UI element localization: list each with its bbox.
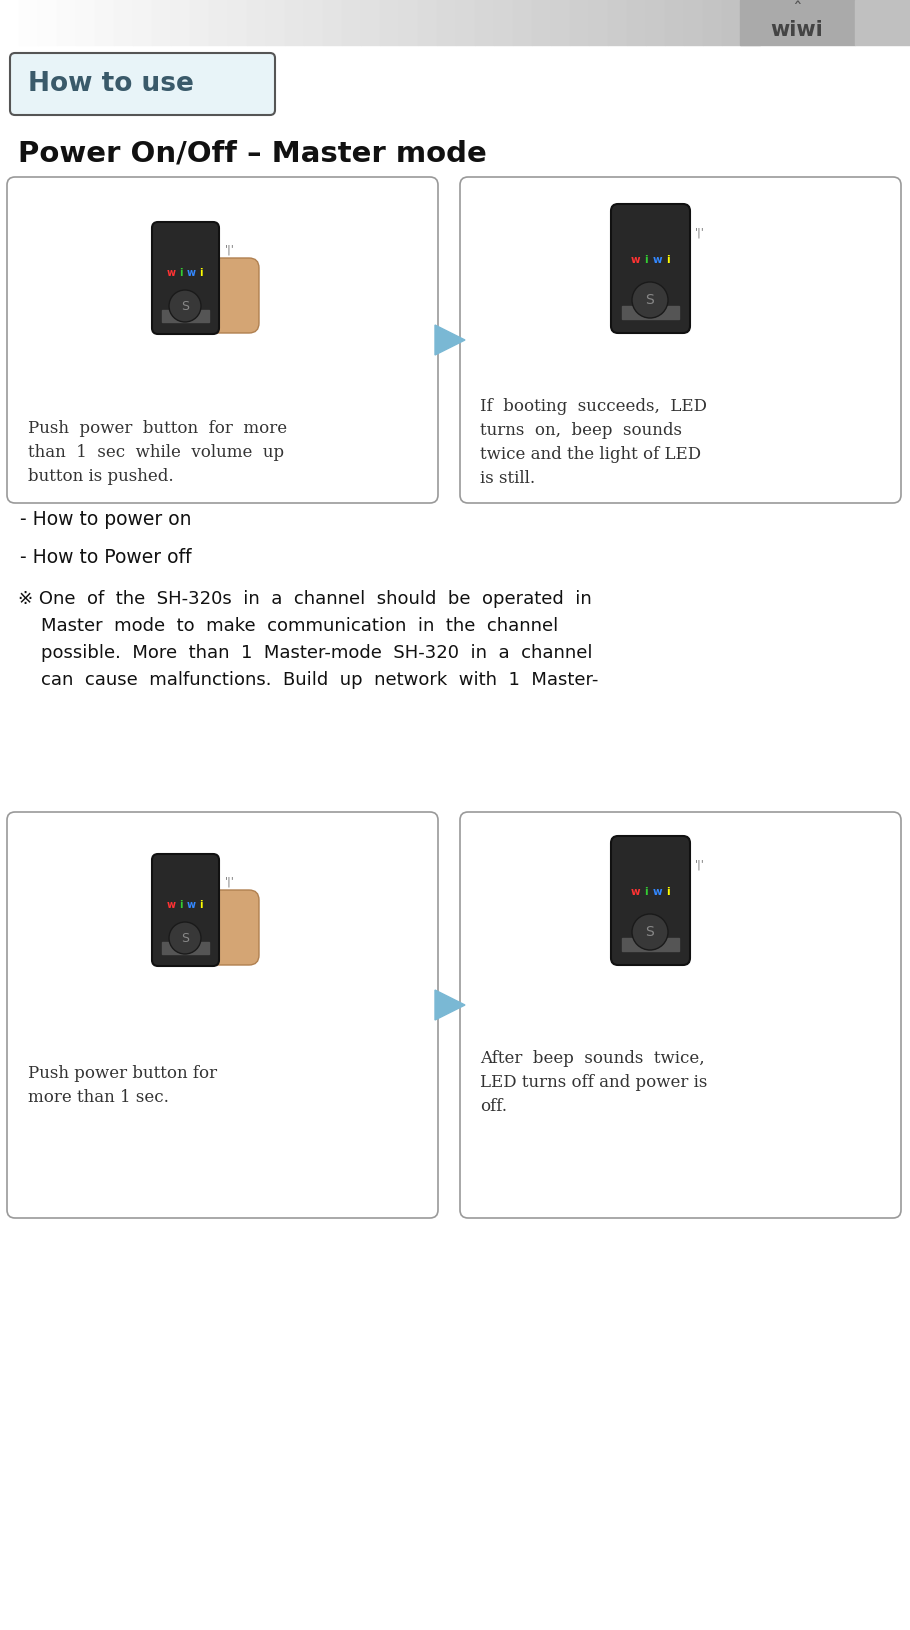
Text: i: i [199, 900, 203, 910]
Bar [285, 0, 304, 46]
Text: If  booting  succeeds,  LED
turns  on,  beep  sounds
twice and the light of LED
: If booting succeeds, LED turns on, beep … [480, 398, 707, 487]
Bar [740, 0, 855, 46]
Bar [162, 942, 209, 954]
Circle shape [632, 914, 668, 950]
Bar [38, 0, 57, 46]
Bar [323, 0, 342, 46]
Bar [513, 0, 532, 46]
Bar [228, 0, 247, 46]
Bar [741, 0, 760, 46]
Text: S: S [181, 931, 189, 944]
Text: i: i [199, 267, 203, 279]
Bar [494, 0, 513, 46]
Bar [418, 0, 437, 46]
Text: i: i [666, 254, 670, 266]
Text: w: w [631, 887, 640, 896]
Bar [665, 0, 684, 46]
Circle shape [632, 282, 668, 318]
Bar [855, 0, 910, 46]
Bar [247, 0, 266, 46]
Bar [304, 0, 323, 46]
Text: - How to Power off: - How to Power off [20, 548, 191, 567]
Bar [380, 0, 399, 46]
Bar [456, 0, 475, 46]
Text: ˆ: ˆ [792, 0, 802, 20]
Text: How to use: How to use [28, 72, 194, 98]
FancyBboxPatch shape [611, 204, 690, 333]
Bar [266, 0, 285, 46]
Bar [57, 0, 76, 46]
Bar [627, 0, 646, 46]
Text: w: w [631, 254, 640, 266]
Text: w: w [187, 267, 196, 279]
Text: S: S [645, 924, 654, 939]
Text: '|': '|' [695, 228, 705, 238]
Text: - How to power on: - How to power on [20, 510, 191, 530]
Bar [162, 310, 209, 323]
Bar [76, 0, 95, 46]
FancyBboxPatch shape [152, 222, 219, 334]
Text: Power On/Off – Master mode: Power On/Off – Master mode [18, 140, 487, 168]
Text: i: i [179, 900, 183, 910]
Text: i: i [644, 254, 648, 266]
Bar [114, 0, 133, 46]
FancyBboxPatch shape [611, 836, 690, 965]
Text: i: i [179, 267, 183, 279]
Text: w: w [652, 887, 662, 896]
Text: i: i [666, 887, 670, 896]
FancyBboxPatch shape [207, 258, 259, 333]
Text: '|': '|' [695, 859, 705, 870]
Text: w: w [167, 900, 176, 910]
Bar [19, 0, 38, 46]
Bar [703, 0, 722, 46]
Text: i: i [644, 887, 648, 896]
Bar [190, 0, 209, 46]
Text: S: S [645, 293, 654, 306]
Bar [437, 0, 456, 46]
Text: Push power button for
more than 1 sec.: Push power button for more than 1 sec. [28, 1064, 217, 1107]
Text: ※ One  of  the  SH-320s  in  a  channel  should  be  operated  in
    Master  mo: ※ One of the SH-320s in a channel should… [18, 590, 599, 689]
FancyBboxPatch shape [207, 890, 259, 965]
Bar [399, 0, 418, 46]
Bar [475, 0, 494, 46]
Bar [646, 0, 665, 46]
Bar [684, 0, 703, 46]
Bar [608, 0, 627, 46]
FancyBboxPatch shape [460, 812, 901, 1218]
Text: After  beep  sounds  twice,
LED turns off and power is
off.: After beep sounds twice, LED turns off a… [480, 1050, 707, 1115]
Bar [133, 0, 152, 46]
FancyBboxPatch shape [7, 812, 438, 1218]
Bar [551, 0, 570, 46]
Circle shape [169, 923, 201, 954]
Bar [622, 937, 679, 950]
Polygon shape [435, 324, 465, 355]
Bar [0, 0, 19, 46]
Bar [209, 0, 228, 46]
Text: w: w [652, 254, 662, 266]
FancyBboxPatch shape [152, 854, 219, 967]
Bar [95, 0, 114, 46]
Bar [342, 0, 361, 46]
Text: w: w [167, 267, 176, 279]
Bar [532, 0, 551, 46]
Text: '|': '|' [225, 877, 235, 887]
Bar [152, 0, 171, 46]
Bar [171, 0, 190, 46]
Text: S: S [181, 300, 189, 313]
Circle shape [169, 290, 201, 323]
Text: Push  power  button  for  more
than  1  sec  while  volume  up
button is pushed.: Push power button for more than 1 sec wh… [28, 421, 288, 486]
Bar [589, 0, 608, 46]
Text: wiwi: wiwi [771, 20, 824, 41]
FancyBboxPatch shape [460, 178, 901, 504]
FancyBboxPatch shape [10, 54, 275, 116]
Polygon shape [435, 989, 465, 1020]
Bar [722, 0, 741, 46]
FancyBboxPatch shape [7, 178, 438, 504]
Text: '|': '|' [225, 244, 235, 256]
Bar [622, 306, 679, 319]
Bar [570, 0, 589, 46]
Text: w: w [187, 900, 196, 910]
Bar [361, 0, 380, 46]
